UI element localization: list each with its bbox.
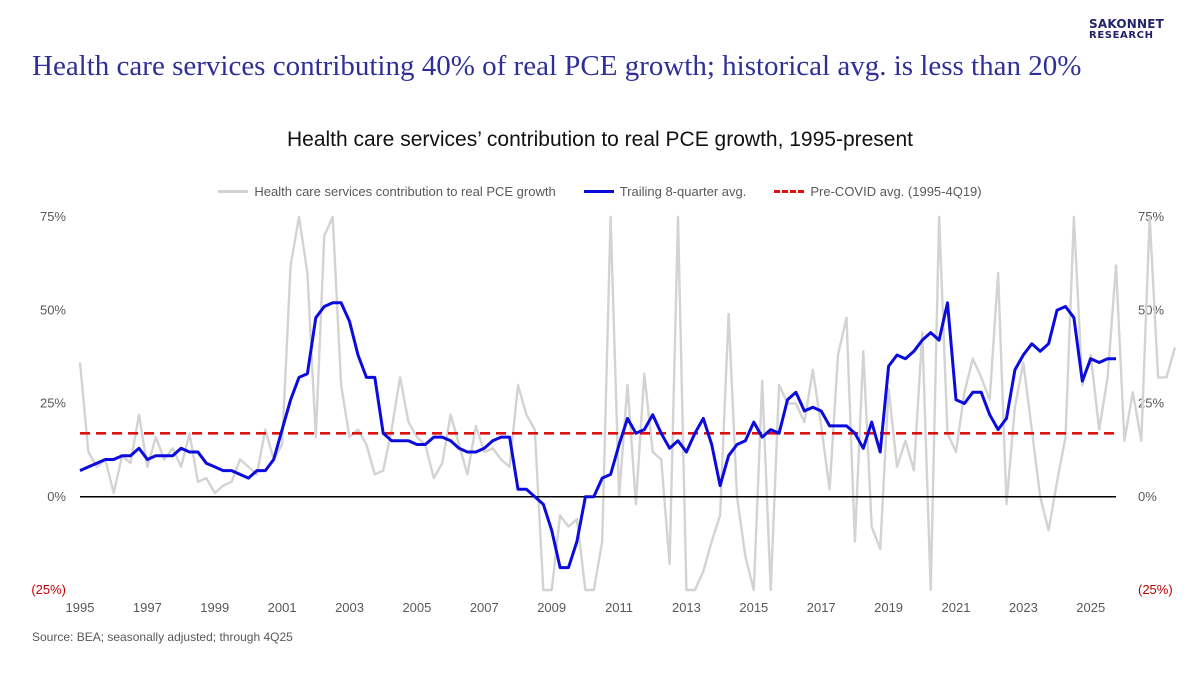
y-tick-label-right: 50% (1138, 302, 1164, 317)
x-tick-label: 2015 (739, 600, 768, 615)
legend-item-precovid-avg: Pre-COVID avg. (1995-4Q19) (774, 184, 982, 199)
y-tick-label-left: 0% (47, 489, 66, 504)
legend-item-raw: Health care services contribution to rea… (218, 184, 556, 199)
x-tick-label: 2009 (537, 600, 566, 615)
legend-label-trailing-avg: Trailing 8-quarter avg. (619, 184, 747, 199)
y-tick-label-right: 0% (1138, 489, 1157, 504)
legend-swatch-precovid-avg (774, 190, 805, 193)
x-tick-label: 2001 (268, 600, 297, 615)
y-tick-label-left: (25%) (31, 582, 66, 597)
y-tick-label-right: (25%) (1138, 582, 1173, 597)
x-tick-label: 2017 (807, 600, 836, 615)
y-tick-label-right: 25% (1138, 396, 1164, 411)
headline: Health care services contributing 40% of… (32, 50, 1082, 82)
x-tick-label: 1995 (66, 600, 95, 615)
y-tick-label-left: 50% (40, 302, 66, 317)
x-tick-label: 2023 (1009, 600, 1038, 615)
sakonnet-research-logo: SAKONNET RESEARCH (1089, 18, 1164, 42)
legend-item-trailing-avg: Trailing 8-quarter avg. (583, 184, 747, 199)
x-tick-label: 2005 (402, 600, 431, 615)
y-tick-label-left: 25% (40, 396, 66, 411)
legend-label-raw: Health care services contribution to rea… (254, 184, 556, 199)
x-tick-label: 1997 (133, 600, 162, 615)
x-tick-label: 2013 (672, 600, 701, 615)
x-tick-label: 2021 (942, 600, 971, 615)
x-tick-label: 2003 (335, 600, 364, 615)
x-tick-label: 2011 (605, 600, 633, 615)
x-tick-label: 2025 (1076, 600, 1105, 615)
chart-title: Health care services’ contribution to re… (286, 128, 914, 151)
source-note: Source: BEA; seasonally adjusted; throug… (32, 630, 293, 644)
series-line-trailing-average (79, 301, 1116, 570)
logo-line-1: SAKONNET (1089, 17, 1164, 31)
legend-swatch-raw (218, 190, 249, 193)
x-tick-label: 2007 (470, 600, 499, 615)
legend-swatch-trailing-avg (583, 190, 614, 193)
y-tick-label-left: 75% (40, 209, 66, 224)
legend-label-precovid-avg: Pre-COVID avg. (1995-4Q19) (810, 184, 982, 199)
logo-line-2: RESEARCH (1089, 30, 1154, 41)
x-tick-label: 1999 (200, 600, 229, 615)
chart-legend: Health care services contribution to rea… (0, 184, 1200, 199)
x-tick-label: 2019 (874, 600, 903, 615)
y-tick-label-right: 75% (1138, 209, 1164, 224)
series-line-raw-contribution (78, 215, 1177, 592)
